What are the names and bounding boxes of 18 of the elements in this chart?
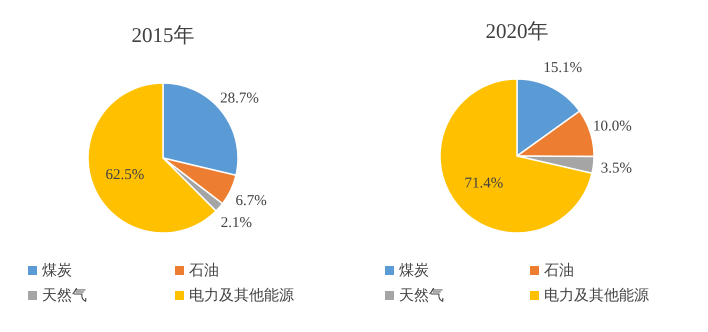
legend-label: 天然气 [42,286,87,304]
data-label: 2.1% [220,215,252,232]
chart-title: 2020年 [486,19,548,43]
data-label: 3.5% [600,160,632,177]
data-label: 10.0% [593,118,632,135]
chart-title: 2015年 [132,23,194,47]
data-label: 62.5% [106,166,144,183]
legend-label: 电力及其他能源 [544,286,649,304]
legend-label: 天然气 [399,286,444,304]
legend-label: 煤炭 [42,261,72,279]
data-label: 28.7% [220,90,259,107]
legend-label: 电力及其他能源 [189,286,294,304]
legend-label: 煤炭 [399,261,429,279]
legend-label: 石油 [544,261,574,279]
data-label: 71.4% [464,175,504,192]
data-label: 6.7% [235,192,267,209]
legend-label: 石油 [189,261,219,279]
data-label: 15.1% [543,60,582,76]
